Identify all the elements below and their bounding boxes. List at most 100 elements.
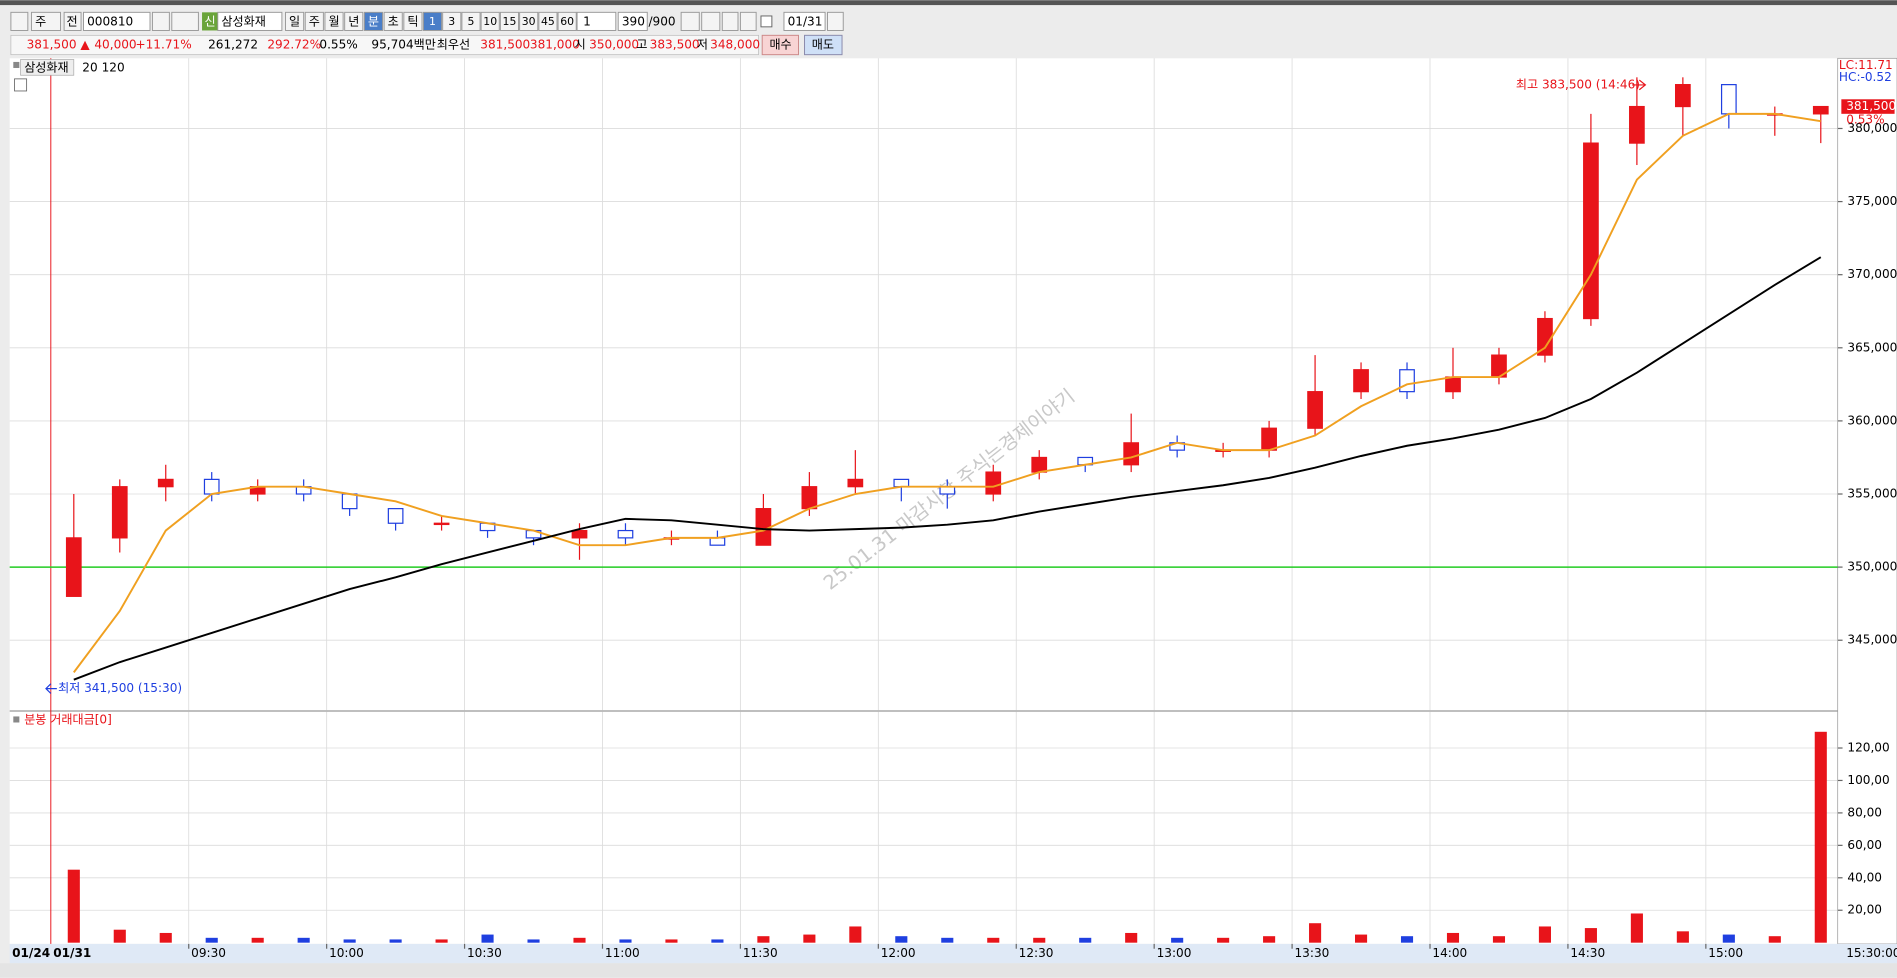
interval-text: 5 bbox=[468, 15, 475, 28]
volume-bar bbox=[343, 939, 356, 943]
period-button[interactable] bbox=[324, 11, 344, 31]
x-tick-label: 14:30 bbox=[1570, 946, 1605, 960]
volume-bar bbox=[67, 869, 80, 943]
volume-bar bbox=[435, 939, 448, 943]
x-tick-label: 13:00 bbox=[1157, 946, 1192, 960]
candle-body bbox=[1720, 84, 1737, 115]
save-button[interactable] bbox=[721, 11, 739, 31]
market-select[interactable] bbox=[30, 11, 61, 31]
panel-icon bbox=[13, 716, 20, 723]
candle-body bbox=[387, 508, 404, 524]
legend-name: 삼성화재 bbox=[24, 60, 68, 74]
y-tick-label: 380,000 bbox=[1847, 121, 1897, 135]
search-button[interactable] bbox=[151, 11, 170, 31]
corner-label: HC:-0.52 bbox=[1839, 70, 1892, 84]
quote-high-label: 고 bbox=[636, 37, 647, 51]
x-tick-label: 14:00 bbox=[1432, 946, 1467, 960]
interval-button[interactable] bbox=[519, 11, 539, 31]
sound-button[interactable] bbox=[171, 11, 199, 31]
interval-button[interactable] bbox=[422, 11, 443, 31]
legend-ma: 120 bbox=[102, 60, 125, 74]
panel-button[interactable] bbox=[14, 78, 28, 92]
volume-bar bbox=[1217, 937, 1230, 943]
calendar-button[interactable] bbox=[827, 11, 844, 31]
interval-button[interactable] bbox=[442, 11, 462, 31]
sell-button[interactable] bbox=[804, 34, 843, 56]
period-button[interactable] bbox=[363, 11, 384, 31]
name-box[interactable] bbox=[217, 11, 283, 31]
period-text: 일 bbox=[289, 15, 300, 29]
settings-button[interactable] bbox=[739, 11, 757, 31]
volume-bar bbox=[803, 934, 816, 943]
buy-button[interactable] bbox=[761, 34, 799, 56]
y-tick-label: 60,00 bbox=[1847, 838, 1882, 852]
period-button[interactable] bbox=[383, 11, 403, 31]
volume-title: 분봉 거래대금[0] bbox=[24, 713, 112, 727]
period-button[interactable] bbox=[285, 11, 305, 31]
x-tick-label: 11:00 bbox=[605, 946, 640, 960]
date-input[interactable] bbox=[783, 11, 826, 31]
arrow bbox=[1632, 79, 1647, 91]
period-button[interactable] bbox=[344, 11, 364, 31]
high-annotation: 최고 383,500 (14:46) bbox=[1516, 77, 1640, 91]
code-input[interactable] bbox=[82, 11, 151, 31]
candle-body bbox=[1123, 442, 1140, 466]
quote-ask: 381,500 bbox=[480, 37, 530, 51]
scope-button[interactable] bbox=[63, 11, 82, 31]
interval-text: 10 bbox=[483, 15, 497, 28]
quote-change: 40,000 bbox=[94, 37, 136, 51]
low-annotation: 최저 341,500 (15:30) bbox=[58, 681, 182, 695]
period-button[interactable] bbox=[403, 11, 423, 31]
volume-bar bbox=[1446, 932, 1460, 943]
candle-body bbox=[1399, 369, 1415, 393]
interval-select[interactable] bbox=[576, 11, 617, 31]
interval-text: 30 bbox=[522, 15, 536, 28]
count-input[interactable] bbox=[617, 11, 648, 31]
credit-badge bbox=[202, 12, 218, 31]
quote-volume-rate: 292.72% bbox=[267, 37, 321, 51]
scrollbar[interactable] bbox=[0, 963, 1897, 978]
candle-body bbox=[65, 537, 82, 597]
interval-buttons: 1 3 5 10 15 30 45 60 bbox=[422, 11, 577, 31]
quote-bid: 381,000 bbox=[530, 37, 580, 51]
interval-text: 15 bbox=[503, 15, 517, 28]
volume-bar bbox=[297, 937, 310, 943]
quote-low-label: 저 bbox=[697, 37, 708, 51]
volume-bar bbox=[573, 937, 586, 943]
tool-button[interactable] bbox=[701, 11, 721, 31]
interval-button[interactable] bbox=[461, 11, 481, 31]
interval-button[interactable] bbox=[480, 11, 500, 31]
volume-bar bbox=[987, 937, 1000, 943]
moving-average bbox=[73, 112, 1821, 673]
x-tick-label: 10:00 bbox=[329, 946, 364, 960]
candle-body bbox=[1261, 427, 1277, 451]
volume-bar bbox=[1309, 923, 1322, 943]
quote-best-label: 최우선 bbox=[437, 37, 470, 51]
credit-text: 신 bbox=[204, 15, 215, 29]
sell-text: 매도 bbox=[812, 37, 834, 51]
interval-button[interactable] bbox=[538, 11, 558, 31]
checkbox[interactable] bbox=[760, 15, 773, 28]
period-text: 초 bbox=[388, 15, 399, 29]
interval-button[interactable] bbox=[557, 11, 577, 31]
x-tick-label: 10:30 bbox=[467, 946, 502, 960]
volume-bar bbox=[1814, 731, 1827, 943]
candle-body bbox=[433, 522, 450, 526]
volume-bar bbox=[1584, 928, 1597, 943]
interval-text: 3 bbox=[448, 15, 455, 28]
interval-button[interactable] bbox=[499, 11, 520, 31]
candle-body bbox=[1674, 84, 1691, 108]
max-count: /900 bbox=[648, 15, 675, 29]
period-button[interactable] bbox=[304, 11, 324, 31]
panel-icon bbox=[13, 61, 20, 68]
volume-bar bbox=[1033, 937, 1046, 943]
candle-body bbox=[341, 493, 358, 510]
volume-bar bbox=[941, 937, 954, 943]
x-tick-label: 13:30 bbox=[1295, 946, 1330, 960]
quote-low: 348,000 bbox=[710, 37, 760, 51]
period-text: 분 bbox=[368, 15, 379, 29]
tool-button[interactable] bbox=[680, 11, 700, 31]
menu-icon[interactable] bbox=[10, 11, 29, 31]
